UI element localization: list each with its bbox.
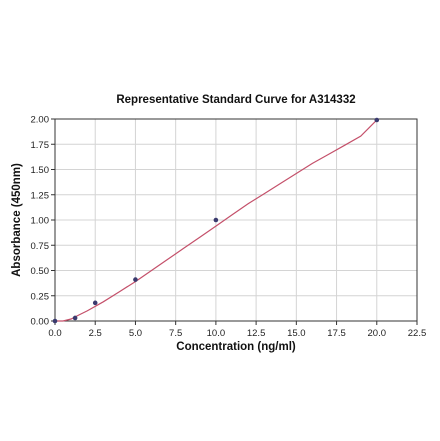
- x-axis-label: Concentration (ng/ml): [176, 341, 296, 353]
- x-tick-label: 22.5: [408, 328, 427, 339]
- y-axis: 0.00 0.25 0.50 0.75 1.00 1.25 1.50 1.75 2.00: [31, 115, 55, 328]
- y-axis-label: Absorbance (450nm): [11, 163, 23, 277]
- y-tick-label: 1.25: [31, 190, 50, 201]
- x-axis: 0.0 2.5 5.0 7.5 10.0 12.5 15.0 17.5 20.0 22.5: [48, 321, 426, 339]
- y-tick-label: 0.50: [31, 266, 50, 277]
- data-point: [72, 315, 78, 321]
- y-tick-label: 0.75: [31, 241, 50, 252]
- x-tick-label: 0.0: [48, 328, 61, 339]
- y-tick-label: 0.25: [31, 291, 50, 302]
- data-point: [374, 117, 380, 123]
- fit-curve: [55, 119, 378, 322]
- y-tick-label: 0.00: [31, 317, 50, 328]
- y-tick-label: 1.00: [31, 216, 50, 227]
- x-tick-label: 2.5: [89, 328, 102, 339]
- x-tick-label: 17.5: [327, 328, 346, 339]
- x-tick-label: 20.0: [368, 328, 387, 339]
- x-tick-label: 10.0: [207, 328, 226, 339]
- data-points: [52, 117, 380, 324]
- x-tick-label: 15.0: [287, 328, 306, 339]
- data-point: [133, 277, 138, 282]
- x-tick-label: 7.5: [169, 328, 182, 339]
- data-point: [92, 300, 98, 306]
- data-point: [52, 318, 58, 324]
- y-tick-label: 2.00: [31, 115, 50, 126]
- x-tick-label: 12.5: [247, 328, 266, 339]
- grid: [54, 118, 418, 322]
- x-tick-label: 5.0: [129, 328, 142, 339]
- y-tick-label: 1.50: [31, 165, 50, 176]
- chart-title: Representative Standard Curve for A31433…: [116, 94, 355, 106]
- y-tick-label: 1.75: [31, 140, 50, 151]
- data-point: [213, 217, 219, 223]
